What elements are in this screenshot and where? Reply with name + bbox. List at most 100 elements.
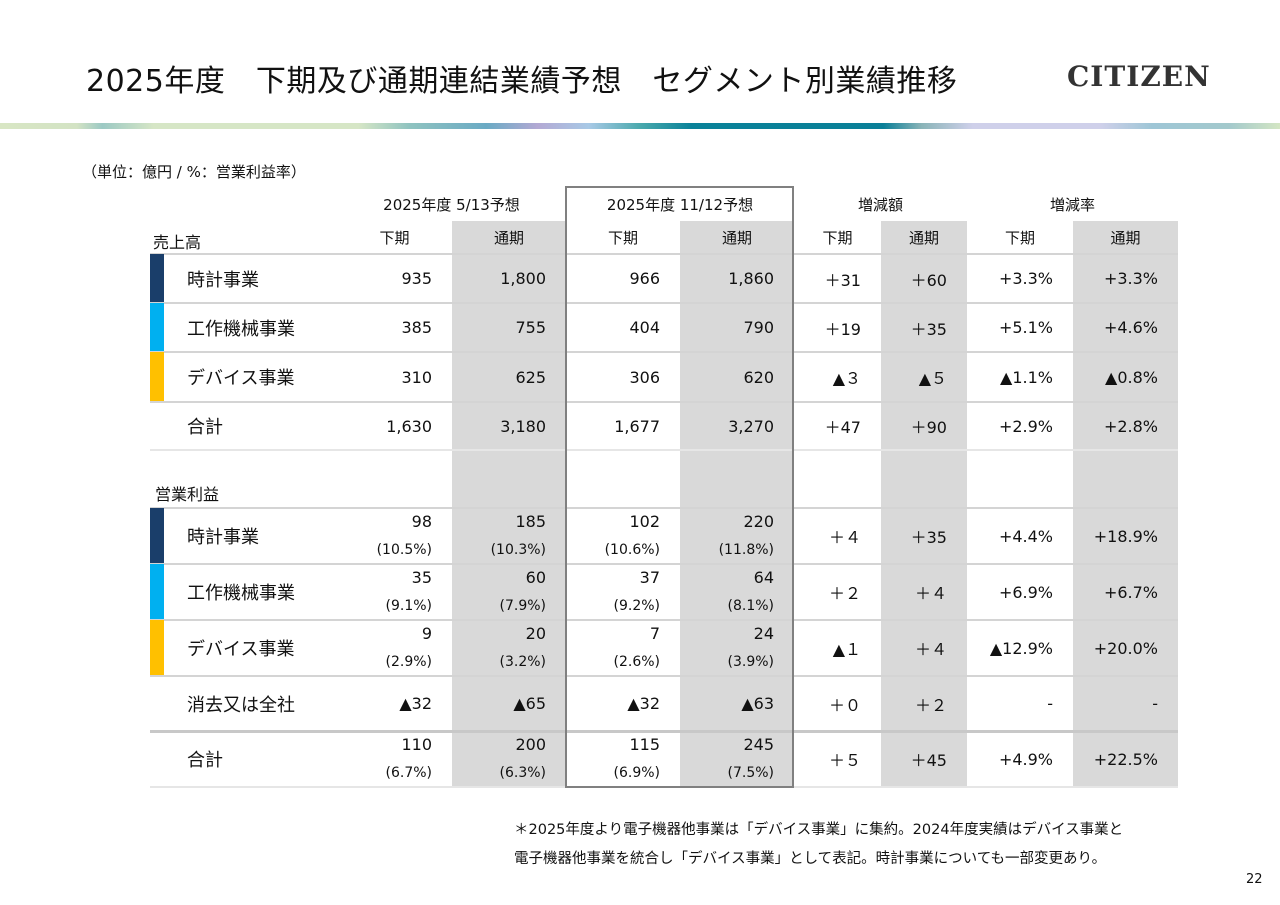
row-divider — [150, 449, 1178, 451]
value: 115 — [629, 735, 660, 754]
segment-color-bar — [150, 254, 164, 302]
value-cell: 1,677 — [614, 416, 660, 436]
value-cell: +3.3% — [998, 269, 1053, 288]
value-cell: ▲63 — [741, 694, 774, 713]
value-cell: 35 (9.1%) — [337, 564, 452, 620]
value: 60 — [525, 568, 546, 587]
value-cell: +20.0% — [1093, 638, 1158, 658]
page-number: 22 — [1246, 872, 1263, 887]
value-cell: +18.9% — [1093, 526, 1158, 546]
value-cell: ＋45 — [910, 751, 947, 770]
margin-rate: (3.9%) — [727, 654, 775, 670]
value: 37 — [639, 568, 660, 587]
value-cell: 37 (9.2%) — [566, 564, 680, 620]
value-cell: ▲３ — [832, 369, 861, 388]
value: 220 — [743, 512, 774, 531]
value-cell: ＋35 — [910, 319, 947, 339]
segment-color-bar — [150, 620, 164, 675]
value-cell: +6.9% — [998, 582, 1053, 602]
value-cell: +22.5% — [1093, 749, 1158, 769]
footnote: ＊2025年度より電子機器他事業は「デバイス事業」に集約。2024年度実績はデバ… — [514, 816, 1123, 874]
value-cell: 9 (2.9%) — [337, 620, 452, 676]
value-cell: ＋２ — [914, 695, 947, 715]
row-label: 工作機械事業 — [187, 318, 295, 340]
value-cell: ＋60 — [910, 270, 947, 290]
row-divider — [150, 401, 1178, 403]
margin-rate: (9.2%) — [613, 598, 661, 614]
row-divider — [150, 563, 1178, 565]
column-subheader: 下期 — [607, 229, 638, 247]
value-cell: +2.8% — [1103, 416, 1158, 436]
column-subheader: 通期 — [908, 229, 939, 247]
column-subheader: 下期 — [1004, 229, 1035, 247]
value-cell: 110 (6.7%) — [337, 731, 452, 787]
value-cell: 404 — [629, 318, 660, 337]
value: 24 — [753, 624, 774, 643]
value-cell: 98 (10.5%) — [337, 508, 452, 564]
value-cell: +6.7% — [1103, 582, 1158, 602]
margin-rate: (2.9%) — [385, 654, 433, 670]
value-cell: 3,180 — [500, 416, 546, 436]
value: 245 — [743, 735, 774, 754]
value-cell: +4.4% — [998, 526, 1053, 546]
value-cell: 1,860 — [728, 269, 774, 288]
value-cell: 64 (8.1%) — [680, 564, 794, 620]
margin-rate: (2.6%) — [613, 654, 661, 670]
value-cell: ▲32 — [627, 694, 660, 713]
value-cell: 115 (6.9%) — [566, 731, 680, 787]
value-cell: ＋19 — [824, 319, 861, 339]
segment-color-bar — [150, 303, 164, 351]
value-cell: 24 (3.9%) — [680, 620, 794, 676]
value-cell: ＋90 — [910, 418, 947, 437]
value-cell: 60 (7.9%) — [452, 564, 566, 620]
value: 35 — [411, 568, 432, 587]
column-subheader: 通期 — [1110, 229, 1141, 247]
value: 64 — [753, 568, 774, 587]
value-cell: ＋４ — [914, 584, 947, 603]
value-cell: ＋２ — [828, 584, 861, 603]
value-cell: 306 — [629, 367, 660, 387]
value-cell: ▲0.8% — [1105, 367, 1158, 387]
value-cell: 625 — [515, 367, 546, 387]
margin-rate: (6.7%) — [385, 765, 433, 781]
margin-rate: (6.9%) — [613, 765, 661, 781]
value-cell: 185 (10.3%) — [452, 508, 566, 564]
value: 200 — [515, 735, 546, 754]
row-label: 工作機械事業 — [187, 583, 295, 604]
value-cell: 790 — [743, 318, 774, 337]
decorative-band — [0, 123, 1280, 129]
margin-rate: (11.8%) — [718, 542, 774, 558]
value-cell: - — [1047, 694, 1053, 713]
shaded-column — [680, 221, 794, 787]
row-divider — [150, 253, 1178, 255]
column-subheader: 下期 — [379, 229, 410, 247]
value: 185 — [515, 512, 546, 531]
column-subheader: 通期 — [721, 229, 752, 247]
value-cell: ▲１ — [832, 640, 861, 659]
value-cell: 3,270 — [728, 416, 774, 436]
row-label: 消去又は全社 — [187, 694, 295, 716]
unit-note: （単位：億円 / %：営業利益率） — [82, 163, 306, 181]
value-cell: 310 — [401, 367, 432, 387]
footnote-line: 電子機器他事業を統合し「デバイス事業」として表記。時計事業についても一部変更あり… — [514, 851, 1107, 867]
section-label-operating-profit: 営業利益 — [155, 485, 220, 504]
row-label: 合計 — [187, 750, 223, 771]
column-subheader: 通期 — [493, 229, 524, 247]
highlight-box-nov-forecast — [565, 186, 794, 788]
footnote-line: ＊2025年度より電子機器他事業は「デバイス事業」に集約。2024年度実績はデバ… — [514, 822, 1124, 838]
margin-rate: (8.1%) — [727, 598, 775, 614]
value-cell: 935 — [401, 269, 432, 288]
value-cell: 1,800 — [500, 269, 546, 288]
shaded-column — [452, 221, 566, 787]
value: 7 — [649, 624, 660, 643]
margin-rate: (10.3%) — [490, 542, 546, 558]
section-label-sales: 売上高 — [153, 233, 202, 252]
value-cell: ▲５ — [918, 369, 947, 388]
value-cell: 1,630 — [386, 416, 432, 436]
shaded-column — [881, 221, 967, 787]
row-label: 時計事業 — [187, 269, 259, 291]
row-divider — [150, 675, 1178, 677]
value-cell: ＋47 — [824, 418, 861, 437]
value-cell: ＋０ — [828, 695, 861, 715]
value: 110 — [401, 735, 432, 754]
